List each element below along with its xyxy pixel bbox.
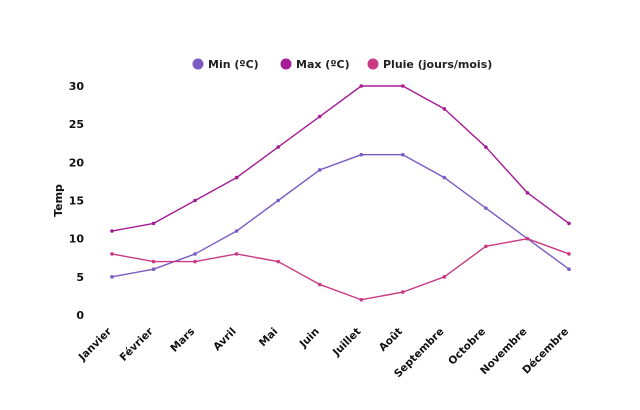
data-point [234,175,239,180]
legend-item: Pluie (jours/mois) [367,58,492,71]
legend: Min (ºC) Max (ºC) Pluie (jours/mois) [192,58,492,71]
y-tick-label: 0 [76,309,84,322]
legend-item: Min (ºC) [192,58,259,71]
x-tick-label: Juin [297,326,322,351]
data-point [151,259,156,264]
data-point [317,282,322,287]
x-axis-ticks: Janvier Février Mars Avril Mai Juin Juillet Aoû… [76,325,571,380]
y-tick-label: 5 [76,271,84,284]
data-point [359,84,364,88]
x-tick-label: Mars [168,326,197,355]
y-tick-label: 10 [69,233,85,246]
data-point [193,259,197,264]
data-point [359,297,364,302]
data-point [484,244,488,249]
data-point [359,152,364,157]
y-tick-label: 25 [69,118,84,131]
y-tick-label: 20 [69,156,85,169]
data-point [151,267,156,272]
data-point [234,252,239,256]
data-point [567,252,571,256]
legend-label: Max (ºC) [296,58,350,71]
series-lines [110,84,571,302]
legend-label: Min (ºC) [208,58,259,71]
x-tick-label: Février [118,325,157,364]
data-point [276,259,280,264]
series-line-2 [111,237,570,301]
x-tick-label: Octobre [446,326,488,368]
data-point [110,229,114,233]
data-point [567,221,571,226]
data-point [110,252,114,256]
data-point [401,84,405,88]
legend-marker [192,58,204,70]
data-point [484,206,488,210]
data-point [525,236,530,241]
data-point [193,252,197,256]
data-point [317,114,322,119]
data-point [234,229,239,233]
data-point [151,221,156,226]
y-tick-label: 15 [69,195,84,208]
y-tick-label: 30 [69,80,85,93]
legend-marker [367,58,379,70]
x-tick-label: Août [377,326,405,354]
data-point [276,198,280,203]
data-point [567,267,571,272]
data-point [401,152,405,157]
data-point [484,145,488,149]
data-point [193,198,197,203]
x-tick-label: Avril [211,326,239,354]
series-line-1 [111,85,570,232]
legend-label: Pluie (jours/mois) [383,58,492,71]
series-line-0 [111,153,570,278]
legend-marker [280,58,292,70]
data-point [317,168,322,172]
y-axis-title: Temp [52,184,65,217]
x-tick-label: Juillet [330,326,363,359]
x-tick-label: Mai [257,326,280,349]
data-point [442,175,447,180]
data-point [442,107,447,111]
y-axis-ticks: 0 5 10 15 20 25 30 [69,80,85,322]
data-point [525,191,530,195]
data-point [401,290,405,294]
data-point [110,275,114,279]
data-point [276,145,280,149]
legend-item: Max (ºC) [280,58,350,71]
data-point [442,275,447,279]
x-tick-label: Janvier [76,325,115,364]
